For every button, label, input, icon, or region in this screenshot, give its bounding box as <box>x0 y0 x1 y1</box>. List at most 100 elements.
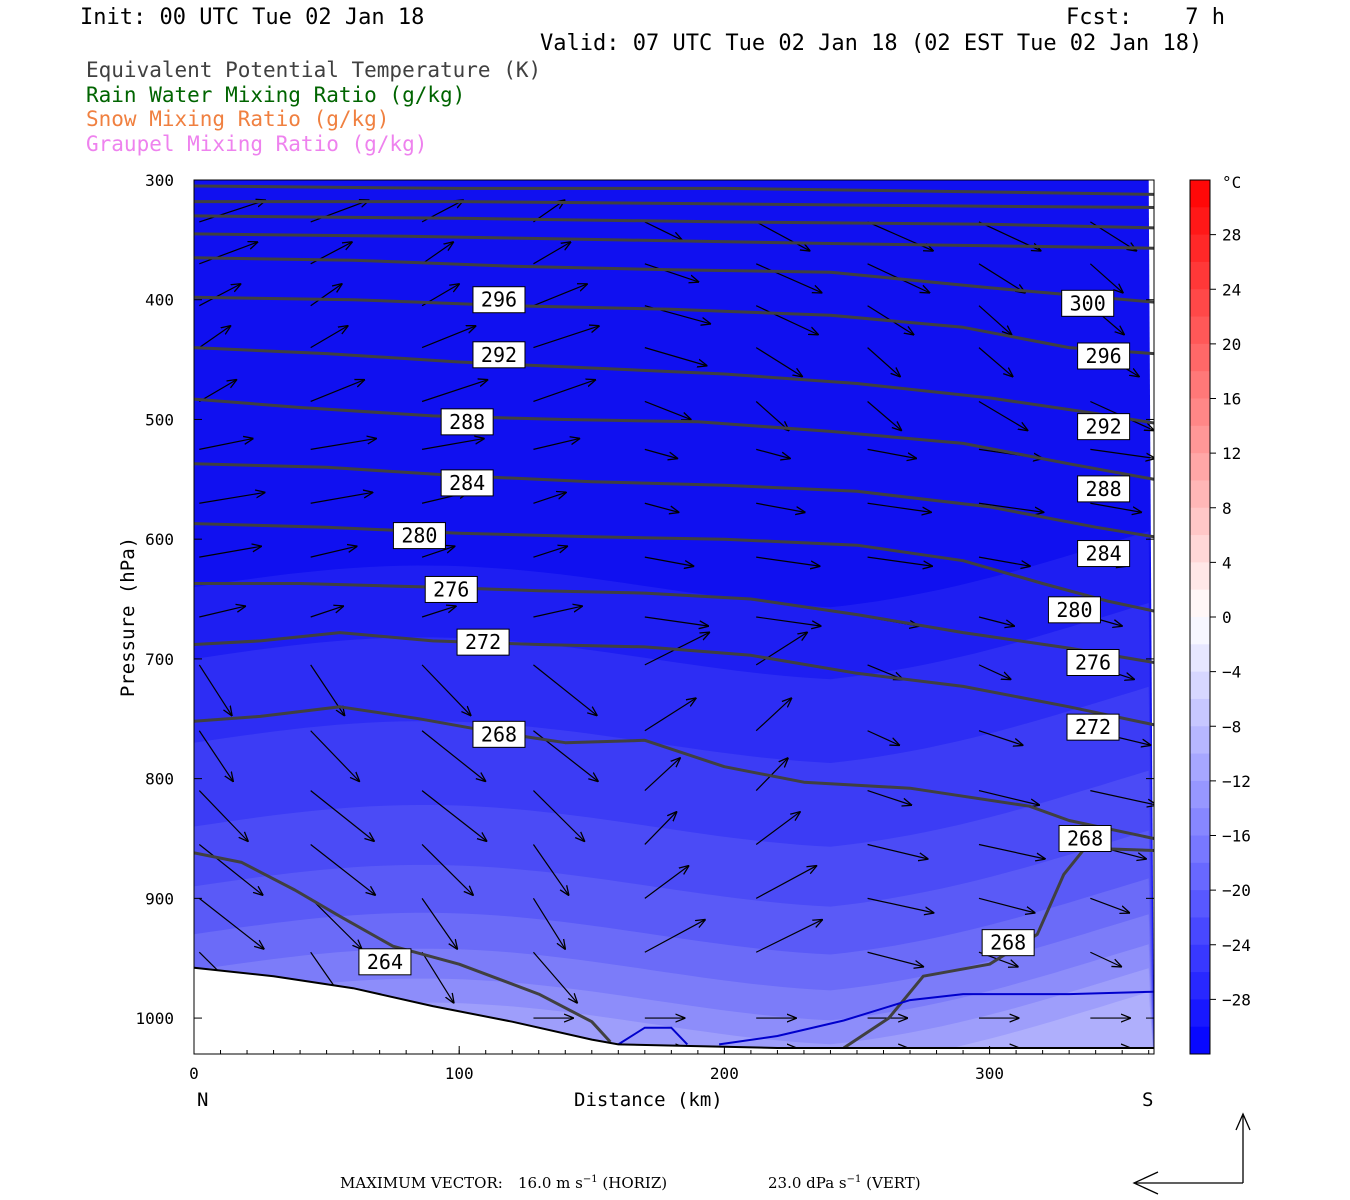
colorbar-unit: °C <box>1222 173 1241 192</box>
contour-label-box <box>1077 342 1131 370</box>
wind-vector <box>1090 502 1141 512</box>
wind-vector <box>755 347 802 377</box>
wind-vector <box>421 606 456 618</box>
wind-vector <box>644 400 691 419</box>
wind-vector <box>755 866 816 899</box>
contour-label: 284 <box>449 471 485 495</box>
contour-label: 284 <box>1086 542 1122 566</box>
wind-vector <box>199 200 265 223</box>
x-tick-label: 200 <box>710 1064 739 1083</box>
colorbar-tick-label: −20 <box>1222 881 1251 900</box>
x-end-label-right: S <box>1142 1089 1153 1111</box>
colorbar-segment <box>1190 207 1210 236</box>
y-tick-label: 400 <box>145 291 174 310</box>
wind-vector <box>421 951 454 1002</box>
contour-label-box <box>1061 289 1115 317</box>
wind-vector <box>199 546 261 558</box>
wind-vector <box>1090 790 1154 805</box>
max-vector-label: MAXIMUM VECTOR: <box>340 1174 503 1192</box>
colorbar-segment <box>1190 234 1210 263</box>
wind-vector <box>310 897 362 948</box>
wind-vector <box>867 790 912 805</box>
wind-vector <box>978 400 1027 430</box>
wind-vector <box>310 546 357 558</box>
contour-label-box <box>1077 540 1131 568</box>
contour-label-box <box>1047 596 1101 624</box>
contour-label: 280 <box>1056 598 1092 622</box>
wind-vector <box>533 242 570 265</box>
theta-e-contour-304 <box>194 232 1154 250</box>
wind-vector <box>867 347 900 377</box>
colorbar-segment <box>1190 698 1210 727</box>
wind-vector <box>644 698 696 732</box>
wind-vector <box>198 730 233 781</box>
wind-vector <box>1090 951 1121 966</box>
colorbar-tick-label: 24 <box>1222 280 1241 299</box>
colorbar-segment <box>1190 453 1210 481</box>
wind-vector <box>310 790 374 841</box>
colorbar-segment <box>1190 343 1210 372</box>
zero-isotherm <box>617 1026 689 1046</box>
colorbar-tick-label: −16 <box>1222 827 1251 846</box>
wind-vector <box>644 812 677 845</box>
colorbar-segment <box>1190 289 1210 318</box>
contour-label-box <box>424 575 478 603</box>
valid-time: Valid: 07 UTC Tue 02 Jan 18 (02 EST Tue … <box>540 31 1203 56</box>
wind-vector <box>978 730 1023 745</box>
y-tick-label: 1000 <box>135 1009 174 1028</box>
colorbar-segment <box>1190 726 1210 755</box>
wind-vector <box>978 664 1011 679</box>
contour-label-box <box>1058 824 1112 852</box>
theta-e-contour-296 <box>194 295 1154 356</box>
theta-e-contour-288 <box>194 397 1154 481</box>
colorbar-tick-label: −24 <box>1222 936 1251 955</box>
contour-label: 268 <box>1067 826 1103 850</box>
wind-vector <box>867 502 931 512</box>
wind-vector <box>867 556 932 566</box>
wind-vector <box>310 730 359 781</box>
colorbar-tick-label: 16 <box>1222 390 1241 409</box>
y-tick-label: 800 <box>145 770 174 789</box>
wind-vector <box>644 920 705 953</box>
wind-vector <box>755 632 807 666</box>
wind-vector <box>421 898 457 948</box>
wind-vector <box>978 347 1013 377</box>
colorbar-tick-label: 12 <box>1222 444 1241 463</box>
wind-vector <box>755 758 788 792</box>
wind-vector <box>867 448 916 458</box>
theta-e-contour-300 <box>194 256 1154 304</box>
wind-vector <box>421 326 475 349</box>
colorbar-tick-label: −12 <box>1222 772 1251 791</box>
contour-label: 300 <box>1070 291 1106 315</box>
contour-label: 292 <box>1086 415 1122 439</box>
wind-vector <box>199 242 257 265</box>
colorbar-segment <box>1190 890 1210 918</box>
wind-vector <box>644 221 682 240</box>
colorbar-segment <box>1190 972 1210 1000</box>
wind-vector <box>310 284 342 307</box>
contour-label-box <box>472 720 526 748</box>
colorbar-segment <box>1190 398 1210 427</box>
colorbar-segment <box>1190 862 1210 891</box>
colorbar-segment <box>1190 617 1210 645</box>
contour-label-box <box>1077 413 1131 441</box>
max-vector-vert: 23.0 dPa s−1 (VERT) <box>768 1174 921 1192</box>
forecast-hour: Fcst: 7 h <box>1066 5 1225 30</box>
wind-vector <box>421 730 485 781</box>
theta-e-contour-264 <box>194 851 612 1044</box>
wind-vector <box>755 698 791 732</box>
wind-vector <box>978 843 1045 858</box>
colorbar-segment <box>1190 507 1210 536</box>
colorbar-segment <box>1190 261 1210 290</box>
contour-label: 296 <box>1086 344 1122 368</box>
wind-vector <box>310 606 343 618</box>
y-tick-label: 500 <box>145 410 174 429</box>
terrain-fill <box>194 967 1154 1054</box>
wind-vector <box>756 448 790 458</box>
colorbar-segment <box>1190 808 1210 836</box>
contour-label-box <box>456 628 510 656</box>
vector-reference-icon <box>1132 1112 1251 1195</box>
wind-vector <box>644 616 708 626</box>
wind-vector <box>310 326 348 349</box>
